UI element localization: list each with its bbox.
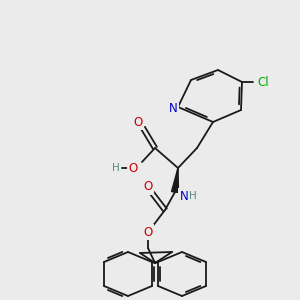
Text: O: O: [143, 181, 153, 194]
Text: O: O: [134, 116, 142, 128]
Polygon shape: [172, 168, 178, 192]
Text: N: N: [180, 190, 188, 202]
Text: H: H: [189, 191, 197, 201]
Text: O: O: [128, 161, 138, 175]
Text: N: N: [169, 101, 177, 115]
Text: Cl: Cl: [257, 76, 269, 88]
Text: H: H: [112, 163, 120, 173]
Text: O: O: [143, 226, 153, 238]
